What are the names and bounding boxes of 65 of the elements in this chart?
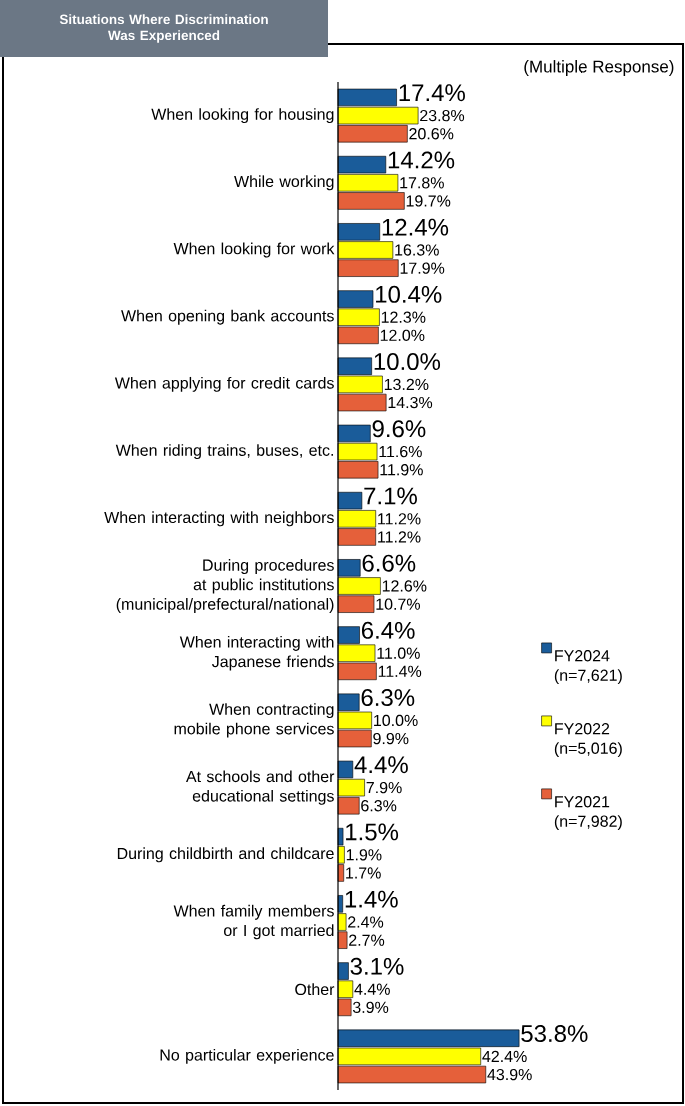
y-tick-label: When looking for work: [173, 242, 335, 258]
data-label: 11.4%: [378, 665, 422, 677]
data-label: 7.1%: [364, 487, 417, 505]
data-label: 11.0%: [377, 647, 420, 659]
data-label: 11.2%: [378, 531, 421, 543]
data-label: 17.8%: [400, 177, 444, 189]
data-label: 43.9%: [487, 1068, 532, 1081]
legend-label: FY2024 (n=7,621): [554, 650, 622, 685]
y-tick-label: At schools and other educational settings: [185, 770, 335, 805]
data-label: 6.4%: [361, 621, 415, 639]
data-label: 13.2%: [384, 378, 429, 391]
data-label: 10.4%: [376, 285, 442, 303]
data-label: 11.2%: [378, 513, 421, 525]
data-label: 4.4%: [354, 983, 390, 995]
data-label: 3.1%: [350, 957, 404, 975]
y-tick-label: When riding trains, buses, etc.: [115, 444, 333, 460]
y-tick-label: When contracting mobile phone services: [174, 703, 334, 738]
data-label: 6.3%: [361, 800, 397, 812]
data-label: 11.6%: [379, 445, 422, 458]
y-tick-label: When family members or I got married: [173, 904, 334, 940]
data-label: 14.3%: [388, 396, 433, 409]
data-label: 6.6%: [362, 554, 416, 572]
data-label: 19.7%: [406, 195, 451, 207]
data-label: 53.8%: [521, 1025, 588, 1043]
data-label: 23.8%: [420, 109, 465, 122]
text: Situations Where Discrimination Was Experienced: [59, 14, 268, 43]
data-label: 16.3%: [395, 244, 439, 256]
y-tick-label: When interacting with Japanese friends: [179, 636, 334, 671]
text: (Multiple Response): [524, 60, 674, 76]
data-label: 10.0%: [374, 353, 441, 371]
data-label: 9.6%: [372, 420, 426, 438]
legend-label: FY2021 (n=7,982): [554, 796, 622, 831]
data-label: 12.0%: [380, 329, 425, 342]
data-label: 42.4%: [482, 1050, 527, 1063]
data-label: 10.7%: [376, 598, 421, 610]
data-label: 17.9%: [400, 262, 445, 274]
data-label: 3.9%: [352, 1001, 389, 1014]
legend-label: FY2022 (n=5,016): [554, 723, 622, 758]
data-label: 12.3%: [381, 311, 426, 323]
data-label: 10.0%: [374, 714, 418, 727]
data-label: 4.4%: [354, 756, 408, 774]
data-label: 12.6%: [382, 580, 427, 592]
data-label: 2.7%: [349, 934, 385, 946]
y-tick-label: When opening bank accounts: [121, 309, 334, 325]
data-label: 17.4%: [399, 84, 465, 102]
data-label: 11.9%: [380, 464, 423, 476]
y-tick-label: Other: [295, 983, 335, 996]
data-label: 1.9%: [346, 849, 382, 861]
y-tick-label: During procedures at public institutions (municipal/prefectural/national): [116, 559, 334, 613]
data-label: 2.4%: [348, 916, 384, 928]
data-label: 14.2%: [388, 151, 455, 169]
data-label: 20.6%: [409, 128, 454, 140]
data-label: 6.3%: [361, 689, 415, 707]
data-label: 1.7%: [346, 867, 381, 879]
y-tick-label: While working: [234, 175, 334, 191]
y-tick-label: During childbirth and childcare: [117, 847, 334, 863]
y-tick-label: When interacting with neighbors: [104, 511, 334, 527]
data-label: 1.5%: [346, 823, 399, 841]
y-tick-label: When applying for credit cards: [114, 376, 334, 392]
data-label: 1.4%: [345, 890, 398, 908]
y-tick-label: No particular experience: [160, 1048, 334, 1064]
data-label: 9.9%: [373, 732, 409, 745]
data-label: 12.4%: [382, 218, 449, 236]
y-tick-label: When looking for housing: [151, 108, 334, 124]
data-label: 7.9%: [366, 781, 402, 794]
